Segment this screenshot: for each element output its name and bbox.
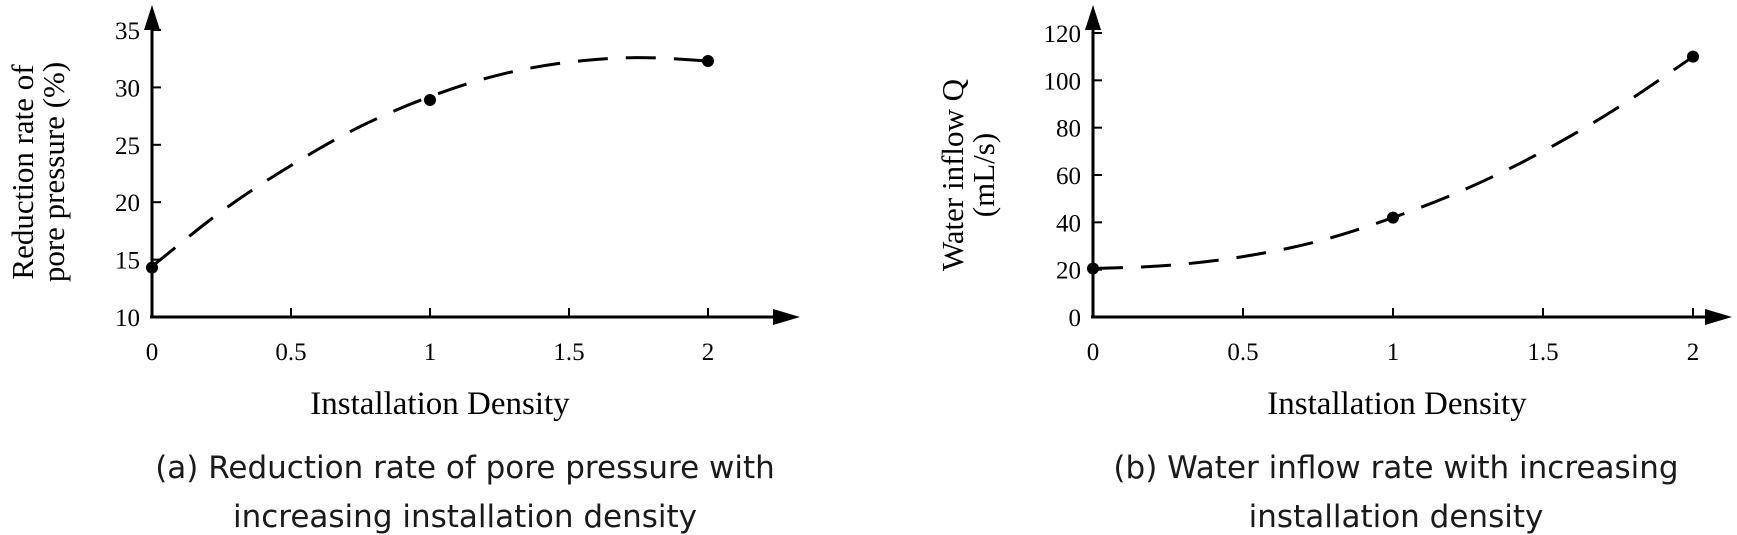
chart-b-x-tick-label: 2 <box>1687 339 1700 366</box>
chart-b-trend-line <box>1092 55 1694 270</box>
chart-b-x-tick-label: 0 <box>1087 339 1100 366</box>
chart-b-data-point <box>1687 50 1699 63</box>
chart-b-y-label: Water inflow Q (mL/s) <box>935 79 1001 271</box>
chart-b-y-tick-labels: 0 20 40 60 80 100 120 <box>1044 21 1082 332</box>
chart-b-axes <box>1085 5 1732 325</box>
chart-b-data-point <box>1387 211 1399 224</box>
chart-b-x-tick-label: 1 <box>1387 339 1400 366</box>
chart-a-data-point <box>702 54 714 67</box>
chart-a-y-tick-label: 15 <box>115 248 140 275</box>
chart-b-y-tick-label: 80 <box>1056 116 1081 143</box>
chart-a-y-axis-arrow <box>144 5 160 30</box>
chart-a-y-label: Reduction rate of pore pressure (%) <box>5 62 71 282</box>
chart-a-y-tick-label: 20 <box>115 190 140 217</box>
chart-b-y-axis-arrow <box>1085 5 1101 30</box>
chart-a-data-point <box>146 261 158 274</box>
chart-a-caption-line1: (a) Reduction rate of pore pressure with <box>155 450 775 486</box>
chart-b-y-tick-label: 40 <box>1056 210 1081 237</box>
chart-a-x-tick-label: 0.5 <box>275 339 306 366</box>
chart-a-data-point <box>424 94 436 107</box>
chart-a-y-tick-label: 30 <box>115 75 140 102</box>
chart-a-pore-pressure: 10 15 20 25 30 35 0 0.5 1 1.5 2 Reduction rate of… <box>5 5 800 535</box>
chart-a-x-axis-arrow <box>773 309 800 325</box>
chart-a-x-ticks <box>151 308 709 317</box>
chart-b-y-tick-label: 0 <box>1069 305 1082 332</box>
chart-a-x-tick-label: 1.5 <box>553 339 584 366</box>
chart-a-y-tick-label: 25 <box>115 133 140 160</box>
chart-b-caption-line1: (b) Water inflow rate with increasing <box>1113 450 1678 486</box>
chart-a-x-tick-labels: 0 0.5 1 1.5 2 <box>146 339 715 366</box>
chart-a-y-tick-label: 10 <box>115 305 140 332</box>
chart-a-x-tick-label: 0 <box>146 339 159 366</box>
chart-b-x-tick-label: 1.5 <box>1527 339 1558 366</box>
chart-b-y-tick-label: 100 <box>1044 68 1082 95</box>
chart-b-x-label: Installation Density <box>1267 386 1527 422</box>
chart-b-water-inflow: 0 20 40 60 80 100 120 0 0.5 1 1.5 2 Water inflow Q… <box>935 5 1732 535</box>
chart-a-y-tick-labels: 10 15 20 25 30 35 <box>115 18 140 332</box>
chart-a-x-tick-label: 1 <box>424 339 437 366</box>
chart-a-data-points <box>146 54 714 274</box>
chart-b-y-tick-label: 120 <box>1044 21 1082 48</box>
chart-a-axes <box>144 5 800 325</box>
chart-a-y-label-line2: pore pressure (%) <box>36 62 71 282</box>
chart-b-data-point <box>1087 262 1099 275</box>
chart-b-caption-line2: installation density <box>1249 499 1544 535</box>
chart-b-y-label-line2: (mL/s) <box>966 133 1001 217</box>
chart-b-x-ticks <box>1092 308 1694 317</box>
chart-b-y-label-line1: Water inflow Q <box>935 79 970 271</box>
chart-b-y-tick-label: 20 <box>1056 258 1081 285</box>
chart-a-y-ticks <box>152 29 161 318</box>
chart-b-x-axis-arrow <box>1705 309 1732 325</box>
chart-a-caption-line2: increasing installation density <box>233 499 697 535</box>
chart-a-y-tick-label: 35 <box>115 18 140 45</box>
chart-b-x-tick-label: 0.5 <box>1227 339 1258 366</box>
chart-a-trend-line <box>151 56 709 268</box>
chart-a-y-label-line1: Reduction rate of <box>5 64 40 280</box>
chart-b-x-tick-labels: 0 0.5 1 1.5 2 <box>1087 339 1700 366</box>
chart-b-y-tick-label: 60 <box>1056 163 1081 190</box>
chart-b-data-points <box>1087 50 1699 275</box>
chart-a-x-tick-label: 2 <box>702 339 715 366</box>
chart-a-x-label: Installation Density <box>310 386 570 422</box>
